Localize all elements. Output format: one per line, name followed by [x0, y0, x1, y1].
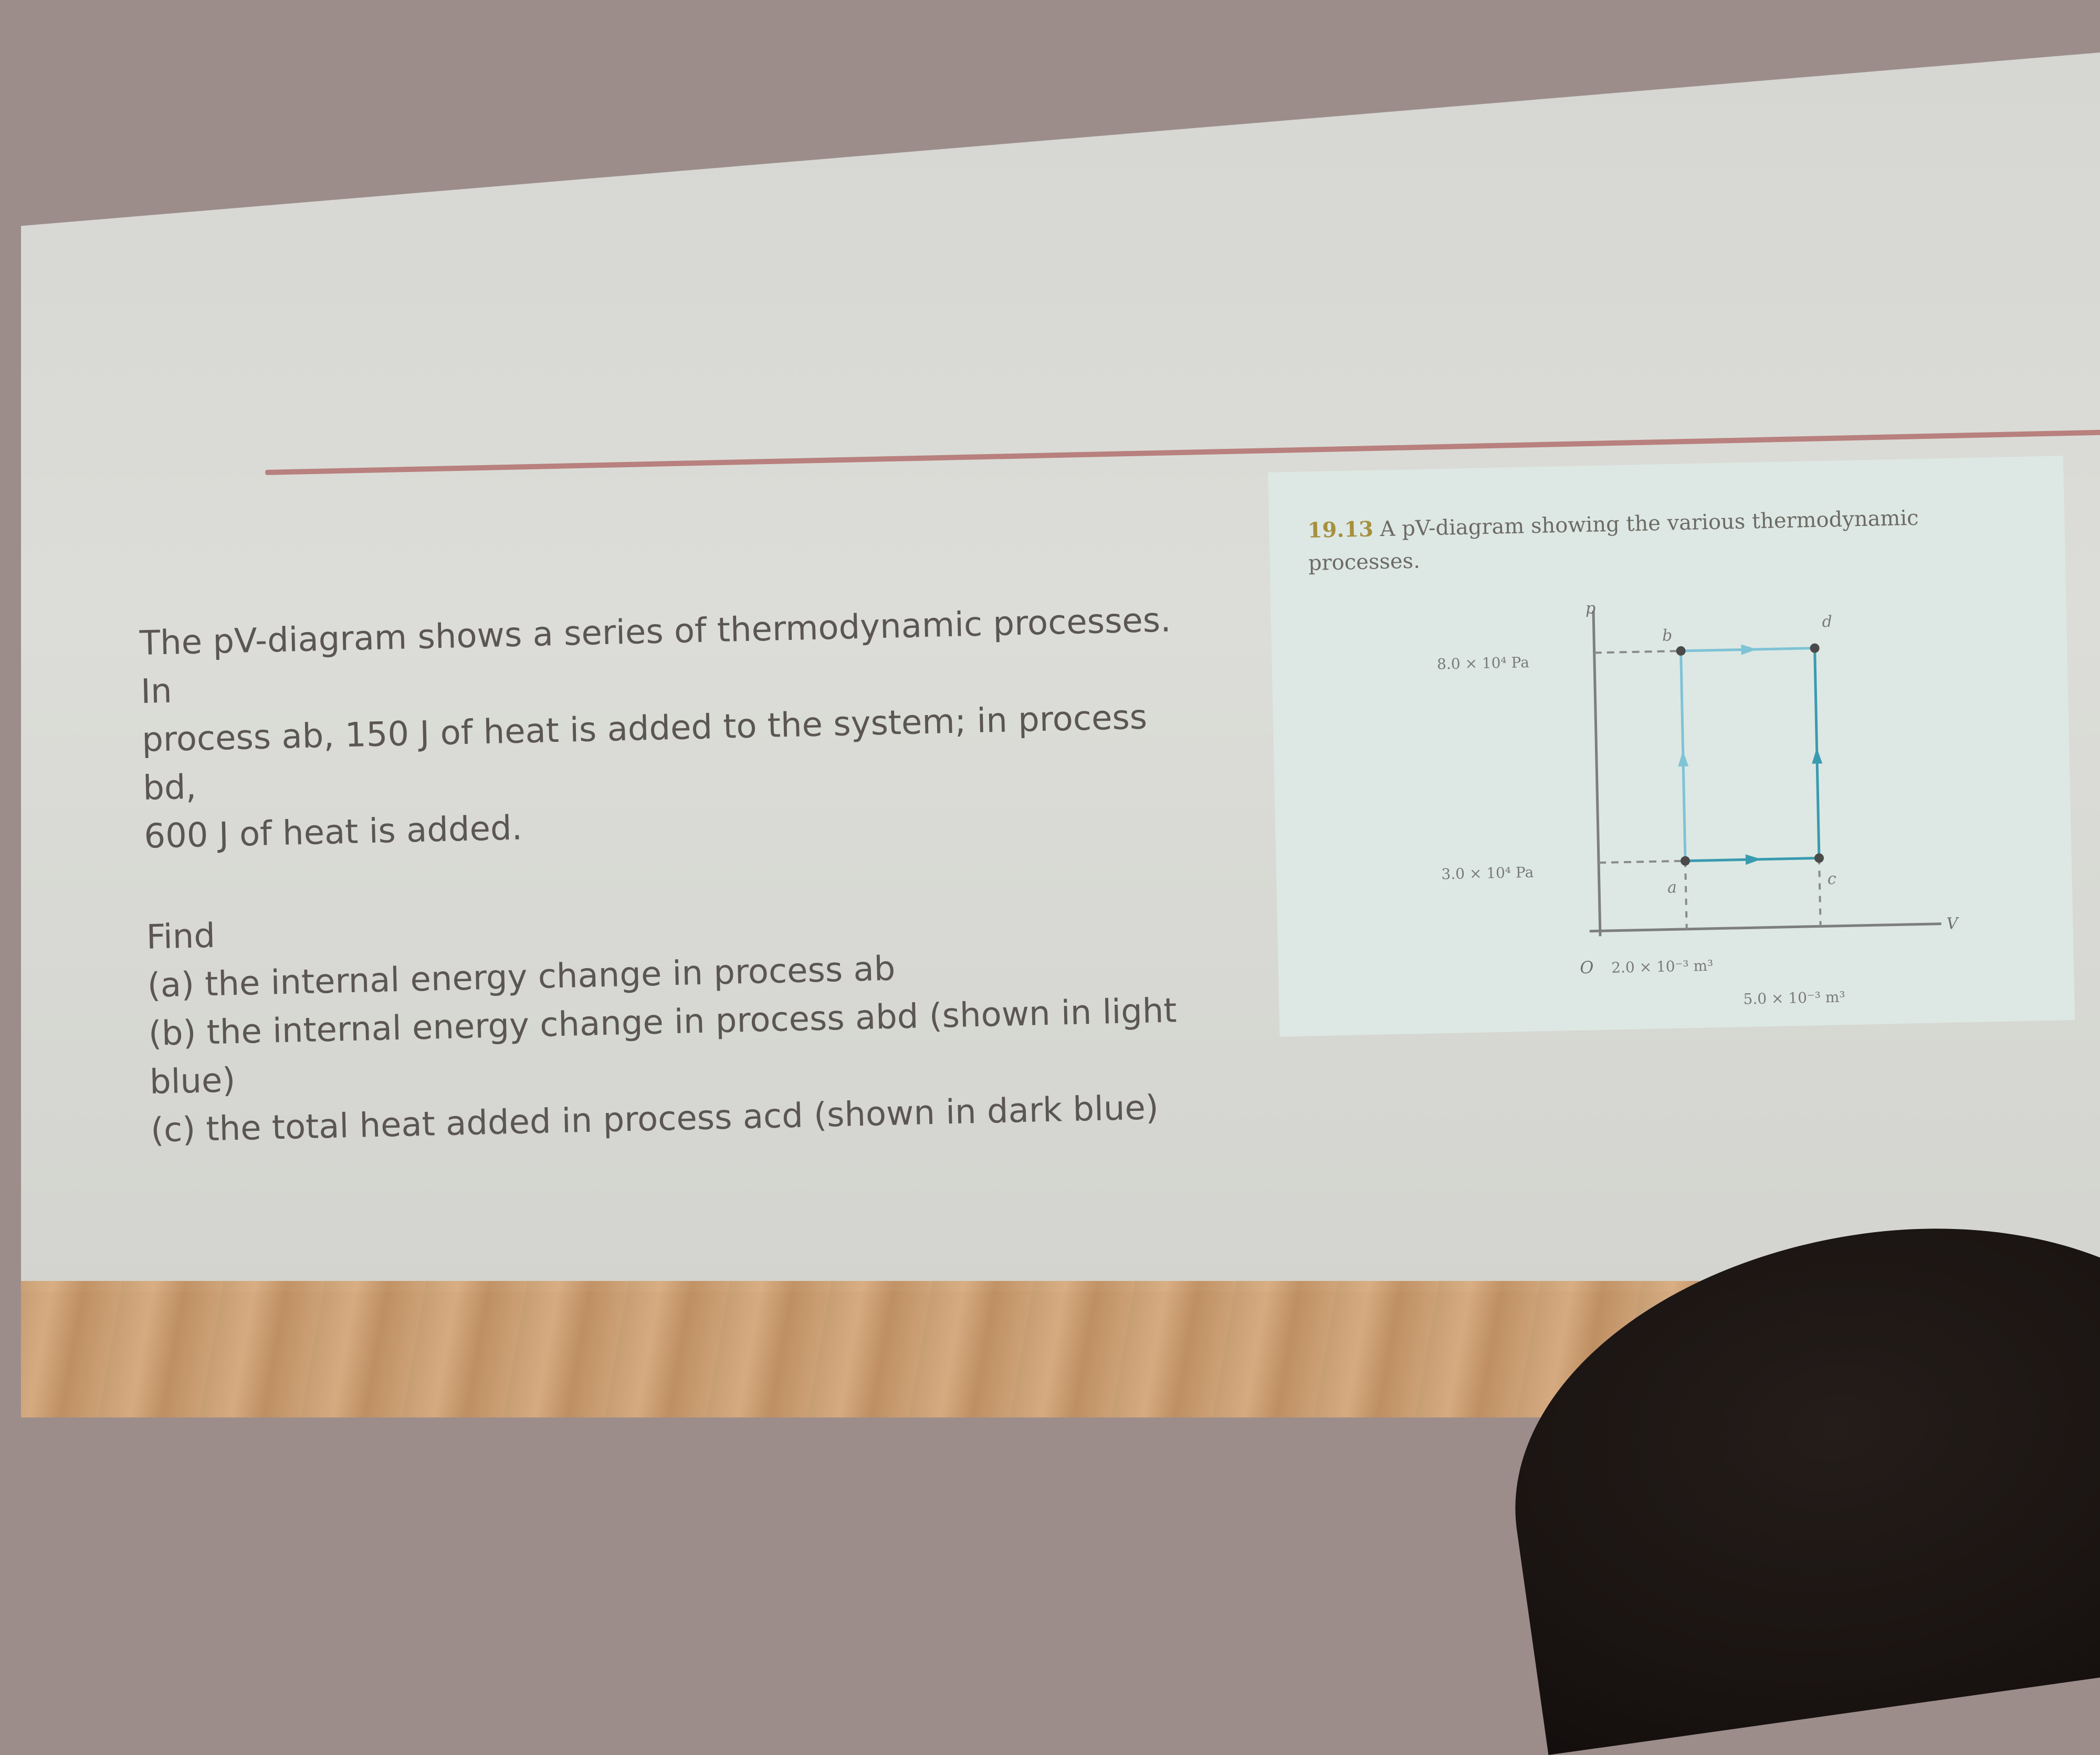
photo-scene: The pV-diagram shows a series of thermod…: [21, 52, 2100, 1755]
origin-label: O: [1580, 958, 1594, 978]
point-a: [1681, 856, 1690, 866]
arrow-ab: [1678, 750, 1689, 767]
p-high-label: 8.0 × 10⁴ Pa: [1437, 654, 1529, 673]
v-axis: [1589, 922, 1941, 933]
label-d: d: [1822, 613, 1832, 631]
p-low-label: 3.0 × 10⁴ Pa: [1441, 864, 1534, 883]
point-b: [1676, 646, 1686, 656]
vc-label: 5.0 × 10⁻³ m³: [1743, 989, 1845, 1008]
arrow-ac: [1745, 854, 1761, 865]
v-axis-label: V: [1946, 915, 1960, 933]
label-a: a: [1667, 878, 1677, 897]
label-c: c: [1827, 870, 1836, 888]
p-axis: [1592, 611, 1602, 937]
p-high-dash: [1594, 649, 1681, 654]
arrow-cd: [1812, 748, 1823, 764]
p-axis-label: p: [1586, 599, 1596, 617]
point-c: [1814, 853, 1824, 863]
va-dash: [1684, 860, 1688, 929]
pv-diagram: p V O a b c d 8.0 × 10⁴ Pa 3.0 × 10: [1437, 599, 1960, 1008]
va-label: 2.0 × 10⁻³ m³: [1611, 957, 1714, 976]
arrow-bd: [1741, 644, 1757, 655]
p-low-dash: [1599, 859, 1686, 864]
label-b: b: [1662, 626, 1673, 645]
vc-dash: [1818, 858, 1822, 927]
point-d: [1810, 643, 1820, 653]
